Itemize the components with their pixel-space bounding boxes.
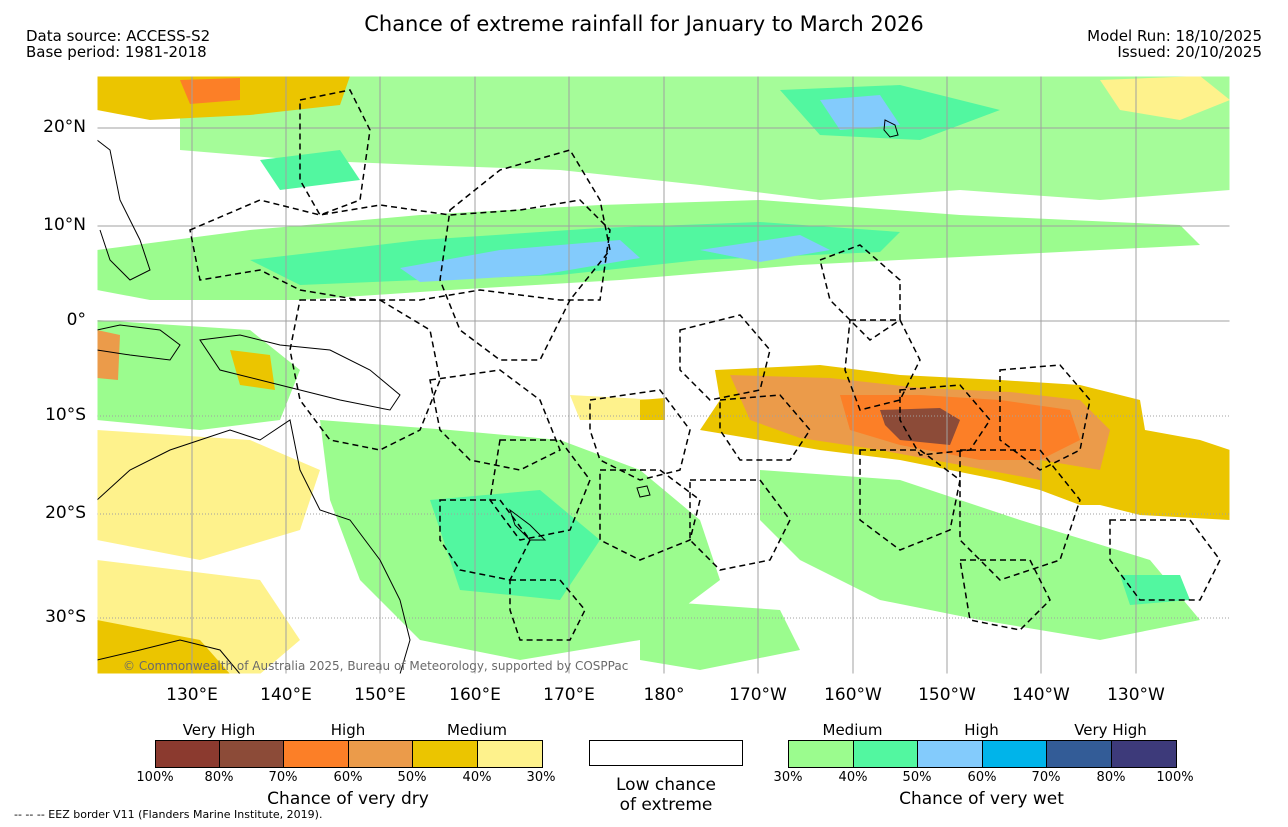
hawaii-coast	[883, 119, 899, 138]
dry-category-high: High	[330, 721, 366, 739]
map-title: Chance of extreme rainfall for January t…	[364, 12, 924, 36]
eez-austral	[959, 559, 1051, 631]
fiji-coast	[636, 485, 651, 498]
lon-label-140w: 140°W	[1012, 685, 1070, 705]
australia-coast	[97, 419, 411, 674]
dry-category-medium: Medium	[447, 721, 507, 739]
dry-swatch-100-80	[156, 741, 220, 767]
eez-kiribati-phoenix	[679, 314, 771, 401]
lat-label-20s: 20°S	[45, 503, 86, 523]
dry-swatch-70-60	[284, 741, 349, 767]
wet-tick-80: 80%	[1096, 770, 1126, 785]
wet-tick-50: 50%	[902, 770, 932, 785]
data-source-label: Data source: ACCESS-S2	[26, 27, 211, 45]
eez-guam	[299, 89, 371, 216]
eez-line-south	[844, 319, 921, 411]
dry-tick-70: 70%	[268, 770, 298, 785]
lat-label-20n: 20°N	[43, 117, 86, 137]
wet-legend-caption: Chance of very wet	[899, 789, 1064, 809]
eez-solomon	[429, 369, 561, 471]
wet-tick-30: 30%	[773, 770, 803, 785]
eez-tokelau	[719, 394, 811, 461]
dry-colorbar	[155, 740, 543, 768]
dry-tick-60: 60%	[333, 770, 363, 785]
lat-label-10s: 10°S	[45, 405, 86, 425]
eez-borders	[189, 89, 1221, 641]
eez-cook-south	[859, 449, 961, 551]
wet-category-very-high: Very High	[1074, 721, 1147, 739]
lon-label-170w: 170°W	[729, 685, 787, 705]
lon-label-130e: 130°E	[166, 685, 218, 705]
wet-tick-100: 100%	[1156, 770, 1194, 785]
lon-label-150w: 150°W	[918, 685, 976, 705]
base-period-label: Base period: 1981-2018	[26, 43, 207, 61]
eez-french-polynesia	[959, 449, 1081, 581]
dry-tick-40: 40%	[462, 770, 492, 785]
low-chance-caption-line2: of extreme	[619, 795, 713, 815]
lon-label-160e: 160°E	[449, 685, 501, 705]
lon-label-180: 180°	[643, 685, 685, 705]
wet-tick-60: 60%	[967, 770, 997, 785]
dry-swatch-80-70	[220, 741, 284, 767]
wet-swatch-70-80	[1047, 741, 1112, 767]
indonesia-coast	[97, 324, 181, 361]
map-frame	[96, 75, 1231, 675]
model-run-label: Model Run: 18/10/2025	[1087, 27, 1262, 45]
wet-swatch-60-70	[983, 741, 1047, 767]
dry-tick-80: 80%	[204, 770, 234, 785]
dry-swatch-60-50	[349, 741, 413, 767]
wet-colorbar	[788, 740, 1177, 768]
eez-marquesas	[999, 364, 1091, 471]
eez-tuvalu	[589, 389, 691, 481]
rainfall-shading	[97, 76, 1230, 674]
lon-label-150e: 150°E	[354, 685, 406, 705]
coastlines	[97, 119, 899, 674]
wet-swatch-50-60	[918, 741, 983, 767]
eez-pitcairn	[1109, 519, 1221, 601]
australia-south-coast	[97, 639, 241, 674]
eez-tonga	[689, 479, 791, 571]
dry-tick-100: 100%	[136, 770, 174, 785]
dry-tick-50: 50%	[397, 770, 427, 785]
lon-label-170e: 170°E	[543, 685, 595, 705]
wet-category-medium: Medium	[822, 721, 883, 739]
eez-norfolk	[509, 579, 586, 641]
copyright-note: © Commonwealth of Australia 2025, Bureau…	[123, 659, 629, 673]
eez-png	[289, 299, 441, 451]
dry-swatch-40-30	[478, 741, 542, 767]
lat-label-10n: 10°N	[43, 215, 86, 235]
lat-label-30s: 30°S	[45, 607, 86, 627]
wet-swatch-40-50	[854, 741, 918, 767]
lon-label-140e: 140°E	[260, 685, 312, 705]
wet-tick-70: 70%	[1031, 770, 1061, 785]
wet-tick-40: 40%	[838, 770, 868, 785]
low-chance-caption-line1: Low chance	[616, 775, 716, 795]
eez-marshall	[439, 149, 611, 361]
wet-category-high: High	[964, 721, 999, 739]
lon-label-160w: 160°W	[824, 685, 882, 705]
eez-micronesia	[189, 199, 611, 301]
lon-label-130w: 130°W	[1107, 685, 1165, 705]
low-chance-swatch	[589, 740, 743, 766]
eez-note: -- -- -- EEZ border V11 (Flanders Marine…	[14, 808, 323, 821]
graticule	[97, 76, 1230, 674]
issued-label: Issued: 20/10/2025	[1117, 43, 1262, 61]
dry-category-very-high: Very High	[182, 721, 256, 739]
new-guinea-coast	[199, 334, 401, 411]
new-caledonia-coast	[509, 508, 547, 541]
dry-legend-caption: Chance of very dry	[267, 789, 429, 809]
eez-fiji	[599, 469, 701, 561]
wet-swatch-30-40	[789, 741, 854, 767]
dry-tick-30: 30%	[526, 770, 556, 785]
lat-label-0: 0°	[66, 310, 86, 330]
wet-swatch-80-100	[1112, 741, 1176, 767]
philippines-coast	[97, 139, 151, 281]
dry-swatch-50-40	[413, 741, 478, 767]
